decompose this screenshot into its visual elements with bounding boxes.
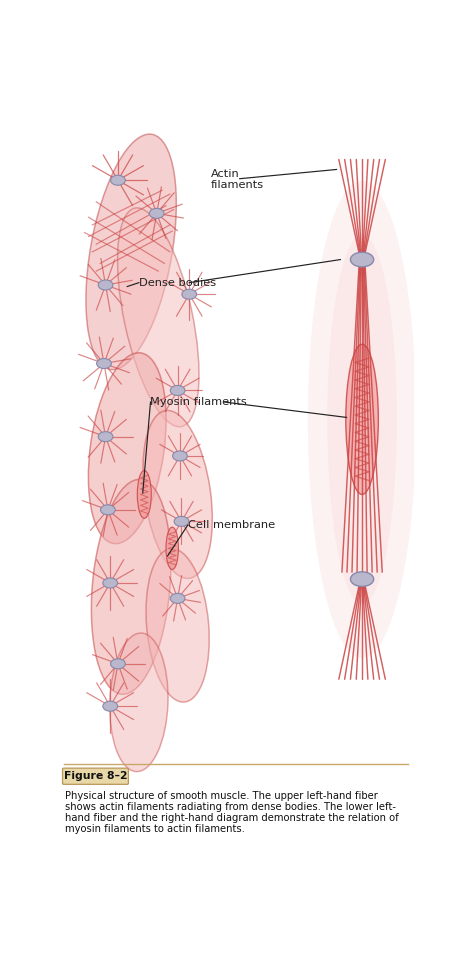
Ellipse shape [96,358,111,369]
Ellipse shape [181,289,196,300]
Text: hand fiber and the right-hand diagram demonstrate the relation of: hand fiber and the right-hand diagram de… [65,813,398,823]
Ellipse shape [110,633,168,772]
Ellipse shape [166,527,178,569]
Text: shows actin filaments radiating from dense bodies. The lower left-: shows actin filaments radiating from den… [65,802,395,812]
Ellipse shape [110,176,125,185]
Text: filaments: filaments [211,180,263,190]
Text: Myosin filaments: Myosin filaments [150,397,247,407]
Ellipse shape [103,701,118,712]
Ellipse shape [350,572,373,587]
Text: myosin filaments to actin filaments.: myosin filaments to actin filaments. [65,824,245,834]
Ellipse shape [143,411,212,579]
Ellipse shape [86,134,176,370]
Ellipse shape [98,280,112,290]
Text: Physical structure of smooth muscle. The upper left-hand fiber: Physical structure of smooth muscle. The… [65,792,377,801]
Ellipse shape [170,593,185,603]
Ellipse shape [137,470,151,518]
Ellipse shape [117,208,199,427]
Ellipse shape [326,234,396,604]
Ellipse shape [172,451,187,461]
Ellipse shape [307,181,415,658]
Ellipse shape [110,659,125,669]
Ellipse shape [103,578,118,588]
Text: Dense bodies: Dense bodies [139,277,216,288]
Ellipse shape [170,386,185,395]
Text: Actin: Actin [211,169,239,180]
Ellipse shape [91,479,170,694]
Ellipse shape [345,345,378,495]
Ellipse shape [174,516,189,526]
Ellipse shape [101,505,115,514]
Text: Figure 8–2: Figure 8–2 [63,771,127,781]
FancyBboxPatch shape [62,768,128,785]
Ellipse shape [149,208,164,219]
Ellipse shape [350,252,373,266]
Ellipse shape [88,352,166,544]
Ellipse shape [98,431,112,442]
Text: Cell membrane: Cell membrane [187,520,274,530]
Ellipse shape [146,549,209,702]
